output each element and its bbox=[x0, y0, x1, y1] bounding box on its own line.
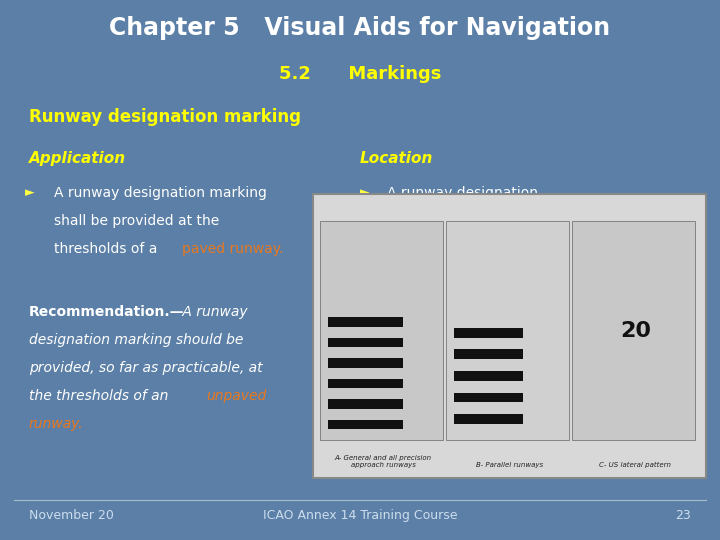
Text: Runway designation marking: Runway designation marking bbox=[29, 108, 301, 126]
Text: November 20: November 20 bbox=[29, 509, 114, 522]
Bar bbox=[313, 194, 706, 478]
Text: A runway designation: A runway designation bbox=[387, 186, 539, 200]
Bar bbox=[454, 349, 523, 359]
Text: Application: Application bbox=[29, 151, 126, 166]
Bar bbox=[454, 393, 523, 402]
Text: threshold as shown in Figure.: threshold as shown in Figure. bbox=[387, 242, 590, 256]
Bar bbox=[454, 371, 523, 381]
Text: paved runway.: paved runway. bbox=[182, 242, 284, 256]
Bar bbox=[328, 399, 403, 409]
Text: A- General and all precision
approach runways: A- General and all precision approach ru… bbox=[335, 455, 432, 468]
Bar bbox=[446, 221, 569, 440]
Bar bbox=[320, 221, 443, 440]
Text: marking shall be located at a: marking shall be located at a bbox=[387, 214, 590, 228]
Bar bbox=[572, 221, 695, 440]
Text: 5.2      Markings: 5.2 Markings bbox=[279, 65, 441, 83]
Bar bbox=[328, 317, 403, 327]
Text: ►: ► bbox=[25, 186, 35, 199]
Text: shall be provided at the: shall be provided at the bbox=[54, 214, 220, 228]
Text: unpaved: unpaved bbox=[207, 389, 267, 403]
Text: 23: 23 bbox=[675, 509, 691, 522]
Text: Location: Location bbox=[360, 151, 433, 166]
Text: A runway: A runway bbox=[178, 305, 248, 319]
Bar bbox=[328, 338, 403, 347]
Text: designation marking should be: designation marking should be bbox=[29, 333, 243, 347]
Bar bbox=[328, 379, 403, 388]
Bar bbox=[454, 414, 523, 424]
Text: C- US lateral pattern: C- US lateral pattern bbox=[600, 462, 672, 468]
Text: the thresholds of an: the thresholds of an bbox=[29, 389, 168, 403]
Text: A runway designation marking: A runway designation marking bbox=[54, 186, 267, 200]
Text: provided, so far as practicable, at: provided, so far as practicable, at bbox=[29, 361, 262, 375]
Text: Chapter 5   Visual Aids for Navigation: Chapter 5 Visual Aids for Navigation bbox=[109, 16, 611, 40]
Bar bbox=[328, 420, 403, 429]
Bar bbox=[454, 328, 523, 338]
Text: thresholds of a: thresholds of a bbox=[54, 242, 162, 256]
Text: Recommendation.—: Recommendation.— bbox=[29, 305, 184, 319]
Text: ►: ► bbox=[360, 186, 369, 199]
Text: B- Parallel runways: B- Parallel runways bbox=[476, 462, 543, 468]
Text: 20: 20 bbox=[620, 321, 651, 341]
Text: ICAO Annex 14 Training Course: ICAO Annex 14 Training Course bbox=[263, 509, 457, 522]
Bar bbox=[328, 358, 403, 368]
Text: runway.: runway. bbox=[29, 417, 84, 431]
